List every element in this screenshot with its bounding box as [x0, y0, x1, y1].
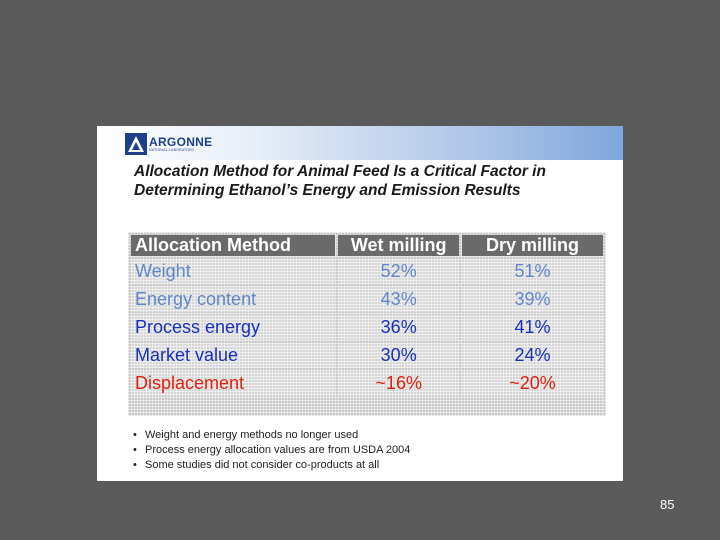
argonne-triangle-icon [125, 133, 147, 155]
table-row: Market value 30% 24% [131, 343, 603, 368]
bullet-icon: • [133, 459, 137, 471]
page-number: 85 [660, 497, 675, 512]
table-row: Weight 52% 51% [131, 259, 603, 284]
method-cell: Market value [131, 343, 336, 368]
wet-milling-cell: 36% [338, 315, 460, 340]
wet-milling-cell: ~16% [338, 371, 460, 396]
bullet-icon: • [133, 429, 137, 441]
method-cell: Displacement [131, 371, 336, 396]
notes-list: • Weight and energy methods no longer us… [133, 428, 410, 473]
method-cell: Energy content [131, 287, 336, 312]
table-header-row: Allocation Method Wet milling Dry millin… [131, 235, 603, 256]
method-cell: Process energy [131, 315, 336, 340]
table-row: Energy content 43% 39% [131, 287, 603, 312]
dry-milling-cell: 24% [462, 343, 603, 368]
argonne-logo: ARGONNE NATIONAL LABORATORY [125, 132, 212, 156]
logo-name: ARGONNE [149, 134, 213, 149]
note-text: Process energy allocation values are fro… [145, 444, 411, 456]
table-row: Process energy 36% 41% [131, 315, 603, 340]
note-text: Weight and energy methods no longer used [145, 429, 359, 441]
header-wet-milling: Wet milling [338, 235, 460, 256]
dry-milling-cell: 39% [462, 287, 603, 312]
logo-subtitle: NATIONAL LABORATORY [149, 147, 195, 152]
dry-milling-cell: 51% [462, 259, 603, 284]
header-banner: ARGONNE NATIONAL LABORATORY [97, 126, 623, 160]
header-allocation-method: Allocation Method [131, 235, 336, 256]
wet-milling-cell: 52% [338, 259, 460, 284]
header-dry-milling: Dry milling [462, 235, 603, 256]
dry-milling-cell: ~20% [462, 371, 603, 396]
allocation-table-container: Allocation Method Wet milling Dry millin… [128, 232, 606, 416]
wet-milling-cell: 30% [338, 343, 460, 368]
list-item: • Some studies did not consider co-produ… [133, 458, 410, 473]
wet-milling-cell: 43% [338, 287, 460, 312]
dry-milling-cell: 41% [462, 315, 603, 340]
slide-image: ARGONNE NATIONAL LABORATORY Allocation M… [97, 126, 623, 481]
note-text: Some studies did not consider co-product… [145, 459, 380, 471]
list-item: • Weight and energy methods no longer us… [133, 428, 410, 443]
list-item: • Process energy allocation values are f… [133, 443, 410, 458]
allocation-table: Allocation Method Wet milling Dry millin… [128, 232, 606, 399]
method-cell: Weight [131, 259, 336, 284]
table-row: Displacement ~16% ~20% [131, 371, 603, 396]
slide-title: Allocation Method for Animal Feed Is a C… [134, 163, 546, 199]
bullet-icon: • [133, 444, 137, 456]
